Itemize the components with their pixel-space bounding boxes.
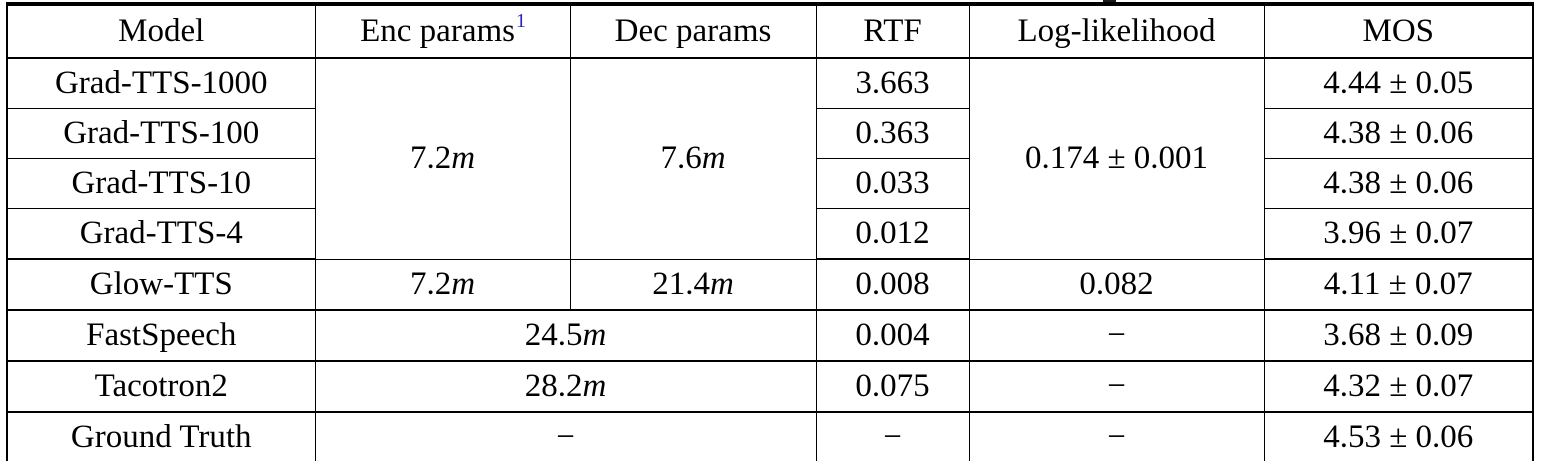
header-mos: MOS <box>1263 6 1532 59</box>
row-glow-tts: Glow-TTS 7.2m 21.4m 0.008 0.082 4.11 ± 0… <box>8 258 1532 311</box>
row-tacotron2: Tacotron2 28.2m 0.075 − 4.32 ± 0.07 <box>8 360 1532 413</box>
cell-rtf: 0.004 <box>815 309 970 362</box>
cell-total-params-merged: − <box>314 411 817 461</box>
dec-params-value: 7.6 <box>660 140 702 177</box>
dec-params-unit: m <box>701 140 726 177</box>
clipped-caption-artifact <box>1103 0 1116 3</box>
cell-mos: 4.38 ± 0.06 <box>1263 158 1532 209</box>
cell-model: Grad-TTS-100 <box>8 108 316 159</box>
cell-rtf: − <box>815 411 970 461</box>
row-fastspeech: FastSpeech 24.5m 0.004 − 3.68 ± 0.09 <box>8 309 1532 362</box>
row-grad-tts-10: Grad-TTS-10 0.033 4.38 ± 0.06 <box>8 158 1532 209</box>
total-params-value: − <box>556 419 575 455</box>
total-params-value: 28.2 <box>524 368 583 404</box>
cell-model: Glow-TTS <box>8 258 316 311</box>
enc-params-value: 7.2 <box>409 140 452 177</box>
row-grad-tts-4: Grad-TTS-4 0.012 3.96 ± 0.07 <box>8 208 1532 260</box>
cell-dec-params: 21.4m <box>569 258 817 311</box>
cell-total-params-merged: 28.2m <box>314 360 817 413</box>
cell-mos: 4.53 ± 0.06 <box>1263 411 1532 461</box>
enc-params-unit: m <box>451 265 476 302</box>
cell-enc-params-merged: 7.2m <box>314 57 571 260</box>
footnote-1-link[interactable]: 1 <box>515 10 526 32</box>
cell-mos: 3.96 ± 0.07 <box>1263 208 1532 260</box>
header-log-likelihood: Log-likelihood <box>968 6 1265 59</box>
header-dec-params: Dec params <box>569 6 817 59</box>
header-row: Model Enc params1 Dec params RTF Log-lik… <box>8 6 1532 59</box>
cell-model: Tacotron2 <box>8 360 316 413</box>
cell-rtf: 3.663 <box>815 57 970 109</box>
cell-model: Grad-TTS-4 <box>8 208 316 260</box>
row-grad-tts-100: Grad-TTS-100 0.363 4.38 ± 0.06 <box>8 108 1532 159</box>
cell-log-likelihood: − <box>968 360 1265 413</box>
total-params-unit: m <box>582 317 607 353</box>
cell-mos: 4.44 ± 0.05 <box>1263 57 1532 109</box>
cell-mos: 4.11 ± 0.07 <box>1263 258 1532 311</box>
cell-model: FastSpeech <box>8 309 316 362</box>
total-params-value: 24.5 <box>524 317 583 353</box>
total-params-unit: m <box>582 368 607 404</box>
cell-rtf: 0.012 <box>815 208 970 260</box>
cell-model: Ground Truth <box>8 411 316 461</box>
cell-dec-params-merged: 7.6m <box>569 57 817 260</box>
cell-mos: 4.38 ± 0.06 <box>1263 108 1532 159</box>
dec-params-unit: m <box>709 265 734 302</box>
header-enc-params-label: Enc params <box>360 13 515 49</box>
cell-enc-params: 7.2m <box>314 258 571 311</box>
cell-rtf: 0.363 <box>815 108 970 159</box>
results-table-frame: Model Enc params1 Dec params RTF Log-lik… <box>6 2 1534 461</box>
row-ground-truth: Ground Truth − − − 4.53 ± 0.06 <box>8 411 1532 461</box>
cell-model: Grad-TTS-1000 <box>8 57 316 109</box>
cell-log-likelihood: − <box>968 309 1265 362</box>
header-enc-params: Enc params1 <box>314 6 571 59</box>
cell-rtf: 0.008 <box>815 258 970 311</box>
cell-rtf: 0.033 <box>815 158 970 209</box>
dec-params-value: 21.4 <box>652 265 710 302</box>
cell-log-likelihood: 0.082 <box>968 258 1265 311</box>
cell-mos: 3.68 ± 0.09 <box>1263 309 1532 362</box>
cell-log-likelihood: − <box>968 411 1265 461</box>
row-grad-tts-1000: Grad-TTS-1000 7.2m 7.6m 3.663 0.174 ± 0.… <box>8 57 1532 260</box>
cell-rtf: 0.075 <box>815 360 970 413</box>
cell-total-params-merged: 24.5m <box>314 309 817 362</box>
enc-params-value: 7.2 <box>409 265 452 302</box>
header-model: Model <box>8 6 316 59</box>
cell-log-likelihood-merged: 0.174 ± 0.001 <box>968 57 1265 260</box>
enc-params-unit: m <box>451 140 476 177</box>
results-table: Model Enc params1 Dec params RTF Log-lik… <box>8 6 1532 461</box>
cell-model: Grad-TTS-10 <box>8 158 316 209</box>
cell-mos: 4.32 ± 0.07 <box>1263 360 1532 413</box>
header-rtf: RTF <box>815 6 970 59</box>
